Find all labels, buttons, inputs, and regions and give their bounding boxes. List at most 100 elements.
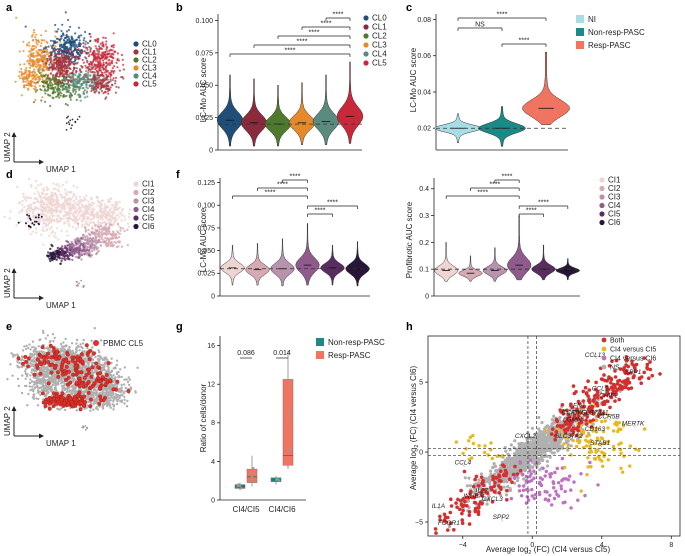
umap-a-point — [69, 63, 72, 66]
umap-a-point — [24, 77, 27, 80]
umap-d-point — [83, 250, 87, 253]
umap-a-point — [74, 58, 77, 61]
umap-d-point — [91, 208, 94, 211]
legend-f2-swatch — [599, 219, 605, 226]
umap-a-point — [88, 53, 91, 56]
violin-b-ylabel: LC-Mo AUC score — [199, 57, 208, 122]
umap-a-point — [74, 92, 77, 96]
umap-a-point — [75, 62, 78, 65]
umap-a-point — [102, 61, 105, 64]
umap-d-point — [113, 217, 117, 220]
legend-f2-swatch — [599, 185, 605, 192]
umap-d-point — [81, 206, 84, 209]
umap-a-point — [26, 82, 29, 85]
violin-f-violin — [345, 241, 370, 287]
umap-d-point — [27, 205, 31, 208]
umap-e-point — [80, 345, 83, 349]
umap-a-point — [105, 96, 108, 99]
umap-e-point — [36, 386, 40, 389]
umap-a-point — [27, 76, 30, 79]
umap-a-point — [28, 84, 31, 87]
umap-a-point — [66, 65, 69, 68]
umap-e-point — [50, 359, 54, 362]
umap-a-point — [51, 51, 54, 54]
umap-e-point — [99, 339, 103, 342]
umap-d-point — [89, 245, 92, 248]
umap-a-point — [57, 75, 61, 78]
violin-b-ytick-label: 0.100 — [195, 18, 213, 25]
umap-a-point — [41, 78, 44, 81]
umap-a-point — [67, 115, 69, 118]
umap-d-point — [91, 204, 94, 207]
umap-e-point — [32, 383, 36, 386]
umap-a-point — [66, 71, 69, 74]
umap-a-point — [38, 53, 41, 56]
umap-a-point — [54, 53, 57, 56]
umap-d-point — [70, 207, 73, 210]
umap-a-point — [62, 60, 65, 63]
umap-e-point — [21, 349, 25, 352]
umap-a-point — [68, 94, 71, 97]
umap-d-point — [91, 238, 94, 242]
umap-d-point — [61, 183, 64, 187]
umap-a-point — [102, 36, 105, 39]
umap-a-point — [62, 87, 65, 90]
umap-a-point — [67, 56, 70, 59]
umap-e-point — [62, 341, 65, 344]
umap-d-point — [118, 232, 122, 236]
umap-a-point — [36, 75, 39, 78]
umap-e-point — [31, 345, 34, 349]
violin-f2-sig-label: **** — [477, 190, 488, 197]
umap-a-point — [106, 90, 109, 93]
umap-a-point — [60, 37, 63, 40]
umap-d-point — [103, 240, 106, 244]
umap-a-point — [96, 65, 99, 68]
umap-d-point — [34, 180, 38, 183]
umap-e-point — [29, 378, 32, 381]
umap-d-point — [118, 225, 121, 228]
umap-a-point — [69, 72, 72, 75]
umap-e-point — [35, 370, 38, 373]
umap-a-point — [101, 78, 104, 81]
umap-d-point — [59, 262, 62, 265]
umap-d-point — [34, 186, 38, 190]
umap-e-point — [27, 392, 30, 396]
umap-d-point — [29, 226, 32, 229]
umap-a-point — [53, 52, 57, 55]
umap-e-point — [94, 355, 97, 359]
umap-a-point — [72, 89, 75, 92]
umap-a-point — [58, 88, 61, 91]
umap-e-point — [79, 343, 82, 346]
umap-d-point — [109, 244, 113, 248]
violin-c-ytick-label: 0.04 — [417, 89, 431, 96]
umap-a-point — [57, 68, 60, 71]
umap-d-point — [82, 234, 85, 237]
umap-d-point — [49, 212, 52, 215]
umap-a-point — [98, 74, 101, 77]
umap-a-point — [56, 41, 59, 44]
umap-a-point — [110, 62, 114, 65]
umap-a-point — [87, 73, 90, 76]
umap-a-point — [98, 50, 101, 53]
umap-a-point — [77, 76, 81, 79]
umap-e-point — [68, 345, 71, 349]
umap-a-point — [78, 87, 81, 90]
umap-a-point — [70, 94, 73, 97]
umap-a — [14, 11, 125, 131]
umap-a-point — [82, 92, 85, 95]
umap-a-point — [75, 48, 78, 51]
umap-d-point — [37, 214, 40, 216]
umap-a-point — [71, 38, 74, 42]
violin-b-violin — [312, 74, 340, 146]
umap-a-point — [64, 60, 67, 63]
umap-a-point — [71, 118, 74, 121]
violin-b-sig-label: **** — [333, 12, 344, 19]
umap-a-point — [39, 44, 42, 48]
umap-d-point — [76, 281, 79, 283]
umap-e-point — [64, 345, 67, 348]
umap-a-point — [63, 82, 67, 85]
umap-a-point — [34, 46, 38, 49]
umap-d-point — [66, 197, 70, 201]
violin-c-sig-label: NS — [475, 22, 485, 29]
